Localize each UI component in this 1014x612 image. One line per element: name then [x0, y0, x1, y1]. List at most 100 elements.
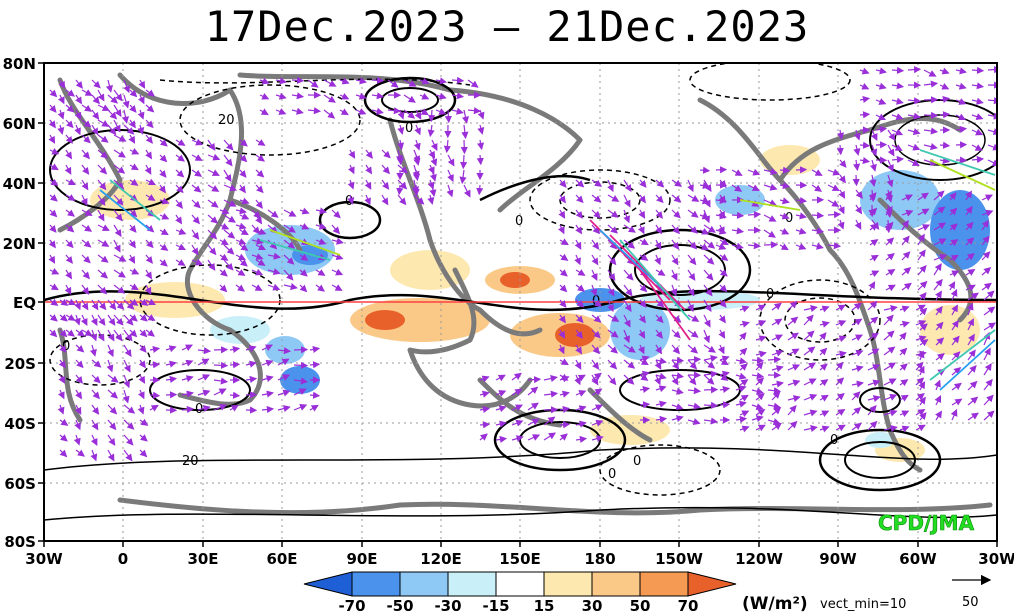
colorbar-segment [591, 571, 641, 597]
wind-vector [309, 361, 321, 369]
wind-vector [575, 344, 583, 355]
wind-vector [355, 108, 367, 115]
wind-vector [591, 209, 601, 219]
wind-vector [901, 194, 913, 202]
wind-vector [81, 269, 90, 280]
wind-vector [191, 229, 200, 240]
wind-vector [607, 359, 618, 370]
wind-vector [145, 329, 155, 337]
wind-vector [718, 329, 726, 339]
wind-vector [460, 139, 468, 155]
wind-vector [97, 164, 108, 175]
wind-vector [261, 359, 274, 367]
wind-vector [875, 125, 888, 134]
wind-vector [607, 374, 617, 386]
wind-vector [795, 196, 808, 205]
wind-vector [687, 209, 699, 218]
wind-vector [967, 292, 979, 301]
lat-label: 40N [3, 175, 36, 193]
wind-vector [771, 391, 781, 401]
wind-vector [239, 169, 247, 178]
wind-vector [607, 209, 619, 218]
wind-vector [90, 329, 98, 342]
wind-vector [949, 270, 960, 277]
wind-vector [655, 314, 664, 324]
wind-vector [476, 184, 484, 196]
wind-vector [309, 345, 321, 354]
wind-vector [803, 314, 814, 326]
wind-vector [559, 179, 567, 188]
wind-vector [559, 373, 569, 381]
wind-vector [128, 134, 136, 144]
wind-vector [835, 361, 844, 371]
wind-vector [838, 204, 845, 215]
wind-vector [939, 156, 951, 165]
wind-vector [113, 149, 126, 158]
wind-vector [852, 159, 861, 172]
wind-vector [113, 209, 123, 222]
wind-vector [223, 244, 235, 255]
wind-vector [181, 405, 195, 414]
wind-vector [291, 76, 305, 84]
wind-vector [933, 263, 942, 276]
wind-vector [983, 378, 993, 391]
wind-vector [639, 385, 651, 394]
wind-vector [870, 144, 878, 157]
wind-vector [639, 238, 649, 246]
wind-vector [251, 224, 260, 235]
wind-vector [827, 211, 842, 219]
wind-vector [771, 302, 782, 311]
wind-vector [145, 89, 155, 97]
wind-vector [181, 344, 193, 352]
wind-vector [107, 109, 118, 120]
wind-vector [80, 194, 88, 206]
wind-vector [655, 415, 668, 424]
wind-vector [139, 418, 149, 426]
wind-vector [735, 372, 747, 380]
wind-vector [835, 320, 847, 327]
wind-vector [261, 390, 274, 398]
wind-vector [137, 109, 145, 120]
wind-vector [175, 243, 186, 251]
wind-vector [355, 77, 367, 85]
wind-vector [933, 278, 943, 291]
wind-vector [223, 139, 234, 151]
wind-vector [949, 207, 958, 216]
wind-vector [591, 239, 600, 250]
wind-vector [917, 233, 925, 246]
wind-vector [949, 223, 958, 231]
lat-label: 20S [4, 355, 36, 373]
wind-vector [207, 139, 216, 151]
wind-vector [175, 184, 184, 194]
wind-vector [923, 158, 938, 166]
wind-vector [58, 359, 66, 369]
wind-vector [703, 370, 719, 378]
wind-vector [623, 239, 636, 249]
wind-vector [65, 89, 75, 97]
wind-vector [219, 253, 229, 261]
wind-vector [476, 154, 484, 166]
wind-vector [719, 370, 730, 378]
wind-vector [107, 419, 117, 431]
lat-label: 80S [4, 533, 36, 551]
wind-vector [331, 268, 344, 276]
wind-vector [197, 405, 211, 413]
wind-vector [703, 401, 719, 409]
wind-vector [107, 314, 116, 326]
wind-vector [967, 364, 977, 376]
wind-vector [235, 269, 246, 276]
wind-vector [703, 239, 716, 249]
wind-vector [983, 347, 991, 361]
wind-vector [751, 415, 764, 423]
wind-vector [933, 190, 945, 201]
wind-vector [655, 357, 667, 365]
wind-vector [787, 316, 799, 326]
wind-vector [575, 209, 583, 219]
wind-vector [129, 178, 139, 186]
wind-vector [75, 449, 85, 457]
wind-vector [915, 335, 927, 343]
wind-vector [955, 82, 967, 90]
wind-vector [917, 192, 929, 201]
wind-vector [74, 109, 82, 120]
colorbar-tick-label: -15 [482, 597, 509, 612]
